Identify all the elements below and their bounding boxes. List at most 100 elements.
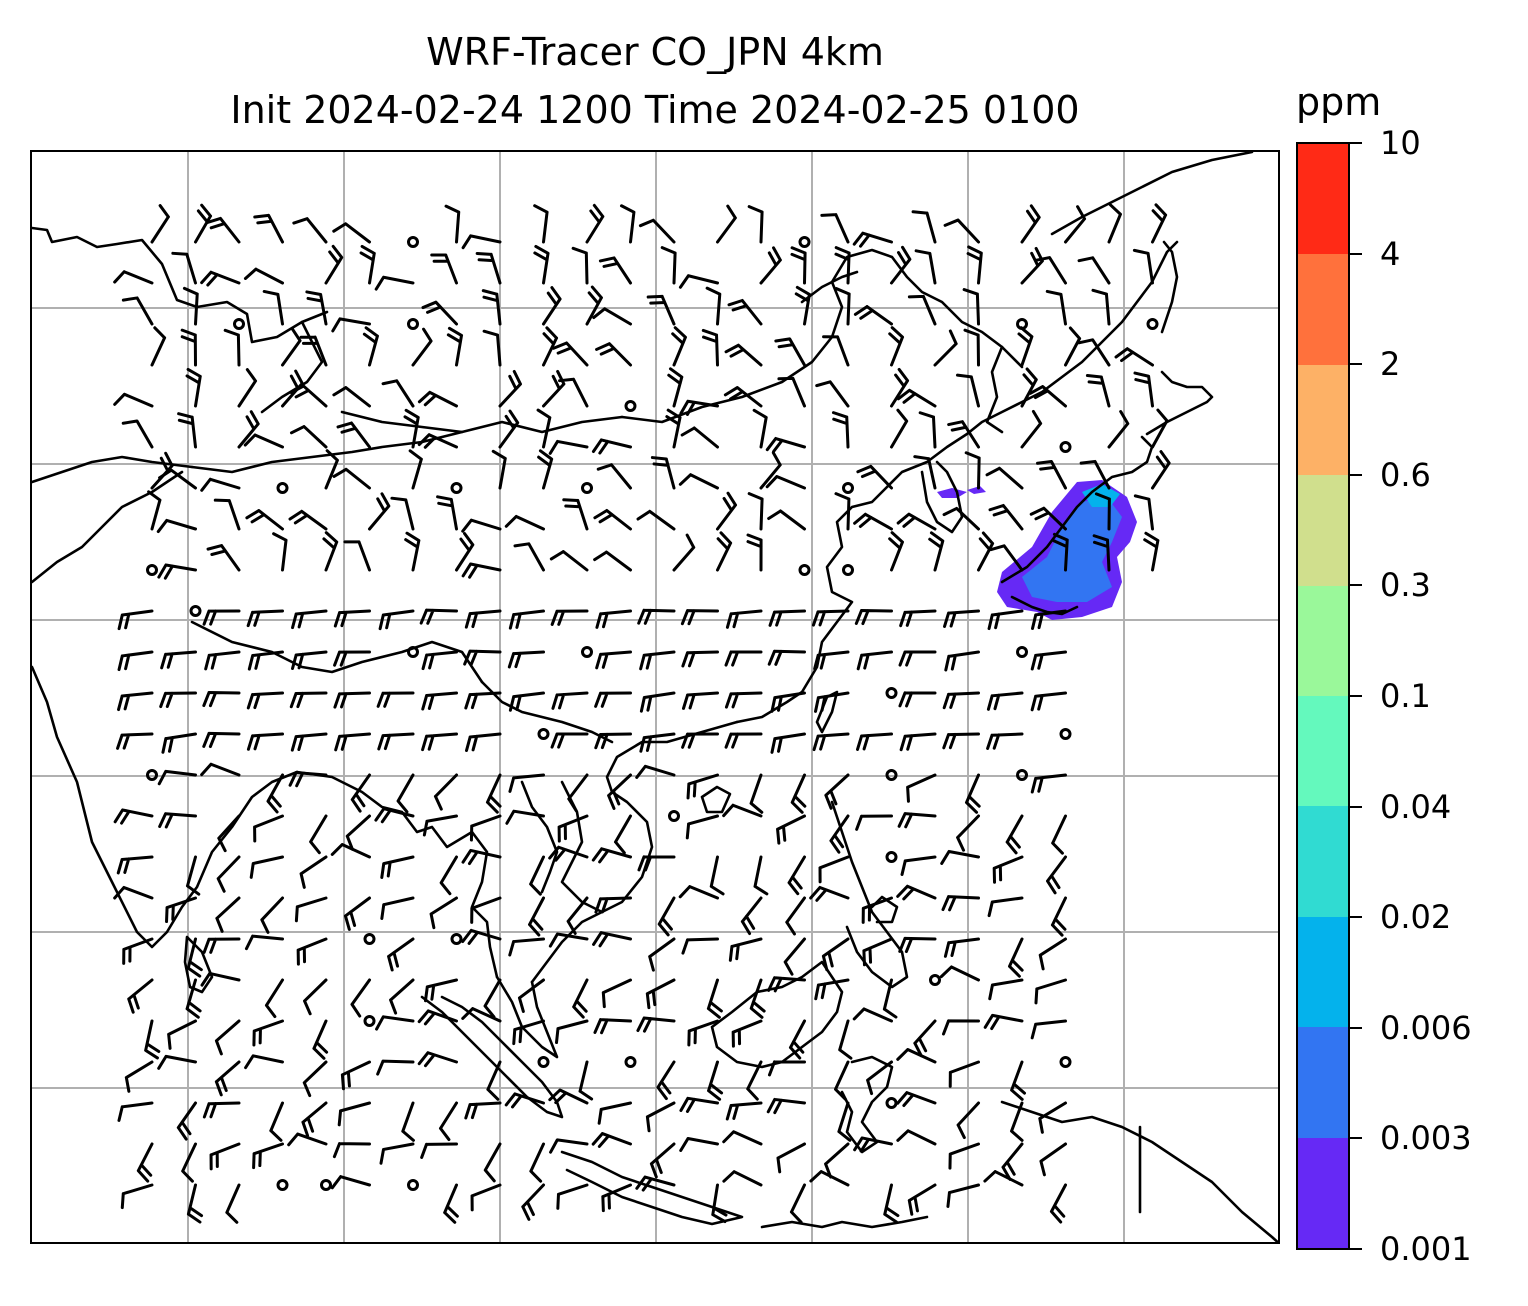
wind-barb: [465, 732, 502, 753]
wind-barb: [470, 896, 502, 924]
wind-barb: [716, 531, 733, 572]
wind-barb: [711, 1183, 728, 1224]
wind-barb: [855, 814, 893, 831]
map-subtitle: Init 2024-02-24 1200 Time 2024-02-25 010…: [230, 88, 1080, 132]
wind-barb: [567, 773, 589, 813]
wind-barb: [963, 328, 980, 367]
wind-barb: [205, 216, 241, 244]
wind-barb: [592, 307, 632, 326]
wind-barb: [206, 544, 241, 572]
wind-barb: [834, 1060, 850, 1101]
wind-barb: [592, 931, 632, 948]
wind-barb: [461, 1007, 502, 1023]
wind-barb: [439, 855, 458, 896]
wind-barb: [749, 978, 766, 1019]
colorbar-tick-label: 0.006: [1380, 1008, 1472, 1047]
colorbar-segment: [1298, 916, 1348, 1028]
wind-barb: [411, 327, 433, 367]
colorbar-tick: [1350, 142, 1362, 144]
wind-barb: [542, 286, 562, 326]
wind-barb: [1107, 410, 1130, 449]
wind-barb: [368, 492, 391, 531]
wind-barb: [594, 732, 632, 750]
calm-wind-marker: [1016, 769, 1028, 781]
wind-barb: [417, 1009, 458, 1026]
wind-barb: [896, 1129, 937, 1146]
colorbar-tick-label: 0.003: [1380, 1119, 1472, 1158]
wind-barb: [943, 609, 980, 628]
wind-barb: [246, 691, 284, 710]
wind-barb: [637, 608, 676, 625]
coastline-segment: [32, 470, 184, 584]
wind-barb: [334, 732, 371, 752]
wind-barb: [899, 609, 937, 628]
wind-barb: [555, 1019, 589, 1045]
wind-barb: [722, 803, 763, 818]
wind-barb: [770, 732, 806, 754]
wind-barb: [855, 732, 893, 751]
wind-barb: [550, 609, 589, 626]
wind-barb: [722, 1130, 763, 1146]
calm-wind-marker: [537, 1056, 550, 1068]
wind-barb: [1151, 203, 1168, 244]
coastline-segment: [830, 800, 909, 989]
wind-barb: [389, 978, 415, 1015]
calm-wind-marker: [842, 482, 854, 494]
wind-barb: [433, 773, 458, 811]
wind-barb: [202, 691, 241, 708]
wind-barb: [1034, 978, 1067, 1005]
wind-barb: [1050, 896, 1067, 937]
wind-barb: [646, 294, 676, 326]
wind-barb: [156, 518, 197, 534]
wind-barb: [200, 270, 241, 287]
wind-barb: [483, 978, 502, 1019]
colorbar-tick-label: 2: [1380, 345, 1401, 384]
calm-wind-marker: [146, 769, 158, 781]
wind-barb: [821, 937, 850, 972]
wind-barb: [245, 509, 284, 531]
colorbar-tick: [1350, 1026, 1362, 1029]
wind-barb: [765, 475, 806, 490]
wind-barb: [345, 814, 371, 851]
wind-barb: [636, 1016, 676, 1033]
wind-barb: [854, 608, 893, 626]
coastline-segment: [295, 770, 499, 979]
wind-barb: [794, 285, 811, 326]
wind-barb: [446, 326, 464, 367]
wind-barb: [113, 808, 154, 825]
wind-barb: [362, 326, 379, 367]
wind-barb: [461, 562, 502, 579]
coastline-segment: [520, 780, 559, 894]
wind-barb: [330, 843, 371, 859]
wind-barb: [681, 732, 719, 749]
wind-barb: [809, 1170, 850, 1187]
wind-barb: [898, 691, 937, 708]
wind-barb: [336, 421, 371, 449]
wind-barb: [770, 691, 806, 713]
wind-barb: [122, 937, 154, 965]
calm-wind-marker: [885, 769, 898, 781]
wind-barb: [264, 978, 284, 1019]
wind-barb: [1132, 248, 1154, 285]
wind-barb: [464, 691, 502, 710]
wind-barb: [767, 649, 806, 666]
wind-barb: [731, 1019, 763, 1048]
wind-barb: [1046, 855, 1067, 895]
wind-barb: [223, 328, 241, 367]
wind-barb: [157, 769, 197, 786]
wind-barb: [749, 773, 764, 814]
wind-barb: [680, 609, 719, 626]
wind-barb: [483, 1142, 502, 1183]
coastline-segment: [32, 455, 194, 484]
wind-barb: [1064, 326, 1082, 367]
wind-barb: [897, 812, 937, 829]
wind-barb: [552, 341, 589, 367]
wind-barb: [247, 650, 284, 671]
wind-barb: [309, 814, 328, 855]
coastline-segment: [32, 665, 299, 949]
wind-barb: [906, 773, 937, 803]
wind-barb: [150, 204, 170, 244]
colorbar-tick-label: 0.02: [1380, 898, 1452, 937]
wind-barb: [562, 498, 589, 531]
coastline-segment: [260, 320, 324, 414]
